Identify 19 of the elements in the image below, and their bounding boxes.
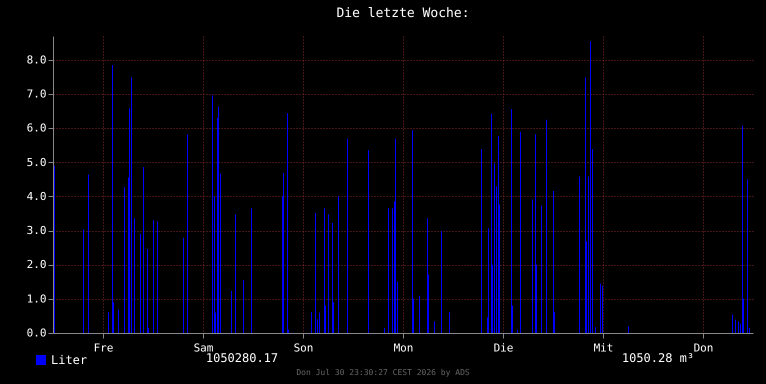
x-tick-label: Mit [594,342,614,354]
x-tick-label: Mon [394,342,414,354]
y-tick-label: 3.0 [26,224,46,238]
x-tick-label: Son [294,342,314,354]
x-tick-label: Die [494,342,514,354]
text: Don Jul 30 23:30:27 CEST 2026 by ADS [296,368,470,377]
y-tick-label: 0.0 [26,326,46,340]
y-tick-label: 4.0 [26,190,46,203]
y-tick-label: 1.0 [26,292,46,306]
legend-label: Liter [51,353,88,367]
text: 1050.28 m³ [622,351,694,365]
y-tick-label: 5.0 [26,156,46,169]
y-tick-label: 8.0 [26,53,46,66]
y-tick-label: 7.0 [26,88,46,101]
y-tick-label: 6.0 [26,122,46,135]
x-tick-label: Don [694,342,714,354]
y-tick-label: 2.0 [26,258,46,272]
x-tick-label: Fre [94,342,114,354]
chart-title: Die letzte Woche: [336,6,470,21]
